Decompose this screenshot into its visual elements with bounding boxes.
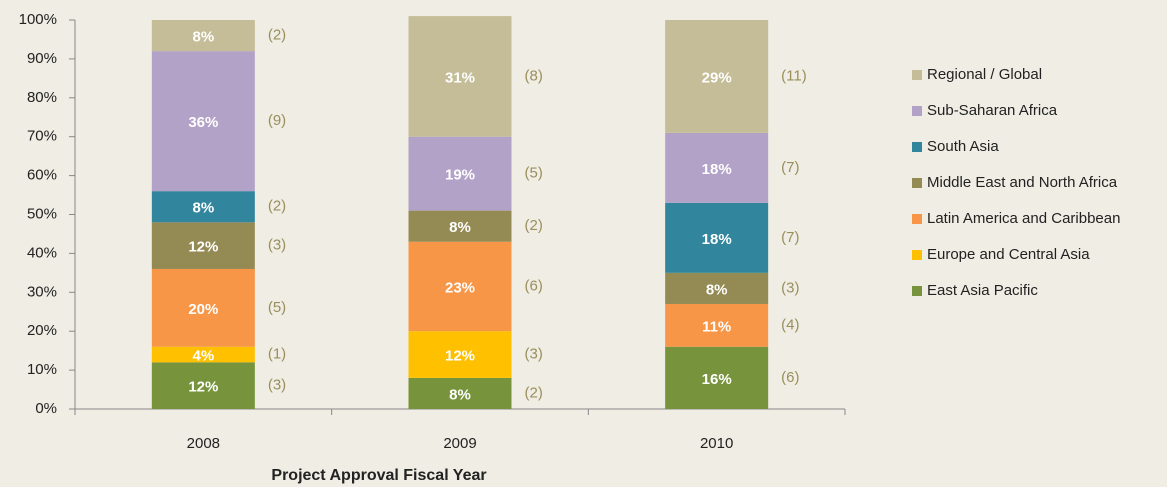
legend-swatch xyxy=(912,70,922,80)
data-label: 12% xyxy=(445,348,475,365)
bar-segment xyxy=(665,20,769,133)
legend-label: South Asia xyxy=(927,138,999,155)
bar-segment xyxy=(408,331,512,378)
bar-segment xyxy=(408,210,512,242)
count-label: (6) xyxy=(781,369,799,386)
y-tick-label: 80% xyxy=(27,89,57,106)
bar-segment xyxy=(151,222,255,269)
bar-segment xyxy=(408,16,512,137)
data-label: 11% xyxy=(702,318,731,335)
count-label: (3) xyxy=(268,237,286,254)
bar-segment xyxy=(151,51,255,192)
count-label: (1) xyxy=(268,346,286,363)
data-label: 18% xyxy=(702,161,732,178)
data-label: 29% xyxy=(702,69,732,86)
count-label: (3) xyxy=(781,279,799,296)
count-label: (4) xyxy=(781,316,799,333)
data-label: 20% xyxy=(188,301,218,318)
count-label: (8) xyxy=(525,67,543,84)
y-tick-label: 60% xyxy=(27,167,57,184)
bar-segment xyxy=(665,272,769,304)
bar-segment xyxy=(151,268,255,347)
legend-swatch xyxy=(912,178,922,188)
bar-segment xyxy=(665,303,769,347)
count-label: (5) xyxy=(268,299,286,316)
data-label: 23% xyxy=(445,279,475,296)
bar-segment xyxy=(665,132,769,203)
y-tick-label: 10% xyxy=(27,361,57,378)
count-label: (7) xyxy=(781,229,799,246)
data-label: 36% xyxy=(188,114,218,131)
legend-label: Middle East and North Africa xyxy=(927,174,1118,191)
y-tick-label: 20% xyxy=(27,322,57,339)
data-label: 8% xyxy=(449,219,471,236)
bar-segment xyxy=(151,20,255,52)
x-axis-title: Project Approval Fiscal Year xyxy=(271,467,486,484)
bar-segment xyxy=(408,377,512,409)
data-label: 31% xyxy=(445,69,475,86)
y-tick-label: 90% xyxy=(27,50,57,67)
count-label: (2) xyxy=(525,217,543,234)
x-tick-label: 2009 xyxy=(443,435,476,452)
legend-swatch xyxy=(912,286,922,296)
legend-swatch xyxy=(912,142,922,152)
data-label: 8% xyxy=(449,386,471,403)
y-tick-label: 0% xyxy=(35,400,57,417)
legend-label: Sub-Saharan Africa xyxy=(927,102,1058,119)
legend-swatch xyxy=(912,106,922,116)
count-label: (11) xyxy=(781,67,807,84)
data-label: 4% xyxy=(192,348,214,365)
count-label: (6) xyxy=(525,277,543,294)
bar-segment xyxy=(408,136,512,211)
count-label: (5) xyxy=(525,165,543,182)
data-label: 16% xyxy=(702,371,732,388)
y-tick-label: 40% xyxy=(27,244,57,261)
count-label: (2) xyxy=(525,384,543,401)
bar-segment xyxy=(665,202,769,273)
count-label: (2) xyxy=(268,198,286,215)
count-label: (9) xyxy=(268,112,286,129)
bar-segment xyxy=(151,362,255,409)
count-label: (2) xyxy=(268,27,286,44)
legend-swatch xyxy=(912,250,922,260)
data-label: 12% xyxy=(188,379,218,396)
count-label: (7) xyxy=(781,159,799,176)
x-tick-label: 2008 xyxy=(187,435,220,452)
bar-segment xyxy=(151,346,255,363)
legend-swatch xyxy=(912,214,922,224)
legend-label: Latin America and Caribbean xyxy=(927,210,1120,227)
data-label: 18% xyxy=(702,231,732,248)
data-label: 8% xyxy=(192,200,214,217)
y-tick-label: 70% xyxy=(27,128,57,145)
count-label: (3) xyxy=(525,346,543,363)
data-label: 8% xyxy=(192,29,214,46)
count-label: (3) xyxy=(268,377,286,394)
y-tick-label: 30% xyxy=(27,283,57,300)
bar-segment xyxy=(151,191,255,223)
y-tick-label: 50% xyxy=(27,205,57,222)
y-tick-label: 100% xyxy=(19,11,57,28)
legend-label: Europe and Central Asia xyxy=(927,246,1090,263)
data-label: 8% xyxy=(706,281,728,298)
bar-segment xyxy=(408,241,512,332)
data-label: 12% xyxy=(188,239,218,256)
legend-label: Regional / Global xyxy=(927,66,1042,83)
legend-label: East Asia Pacific xyxy=(927,282,1038,299)
data-label: 19% xyxy=(445,167,475,184)
bar-segment xyxy=(665,346,769,409)
x-tick-label: 2010 xyxy=(700,435,733,452)
